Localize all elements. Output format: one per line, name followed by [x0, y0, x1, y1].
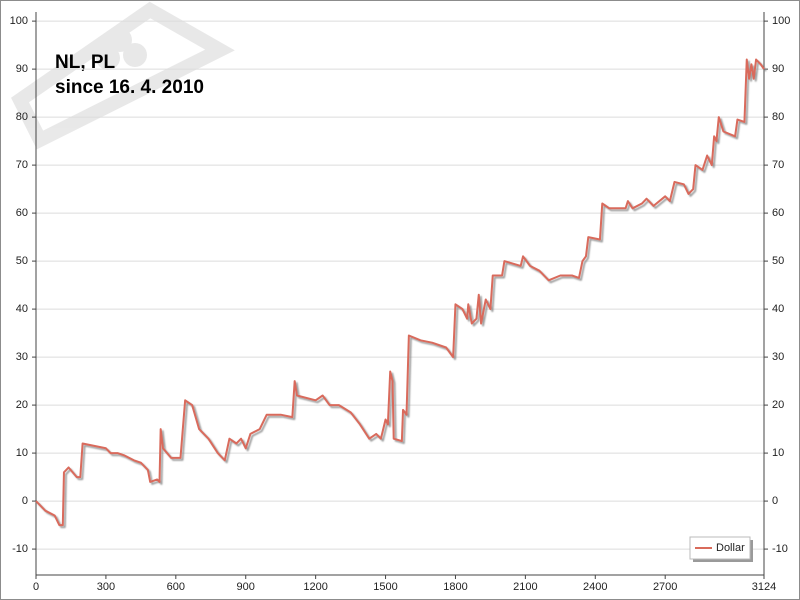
- y2-tick-label: 20: [772, 399, 784, 411]
- y2-tick-label: 10: [772, 447, 784, 459]
- x-tick-label: 1800: [443, 581, 467, 593]
- x-tick-label: 600: [167, 581, 185, 593]
- y-tick-label: 10: [16, 447, 28, 459]
- x-tick-label: 900: [237, 581, 255, 593]
- x-tick-label: 2400: [583, 581, 607, 593]
- y-tick-label: -10: [12, 543, 28, 555]
- chart-title: NL, PL: [55, 52, 116, 73]
- y2-tick-label: 100: [772, 15, 790, 27]
- x-tick-label: 0: [33, 581, 39, 593]
- y-tick-label: 20: [16, 399, 28, 411]
- y2-tick-label: 30: [772, 351, 784, 363]
- y-tick-label: 0: [22, 495, 28, 507]
- y2-tick-label: 0: [772, 495, 778, 507]
- y2-tick-label: 50: [772, 255, 784, 267]
- data-line: [35, 58, 765, 527]
- legend: Dollar: [689, 536, 753, 562]
- y2-tick-label: 80: [772, 111, 784, 123]
- y-tick-label: 40: [16, 303, 28, 315]
- x-tick-label: 2100: [513, 581, 537, 593]
- y2-tick-label: 90: [772, 63, 784, 75]
- chart-subtitle: since 16. 4. 2010: [55, 77, 204, 98]
- watermark: [11, 1, 235, 150]
- y-tick-label: 90: [16, 63, 28, 75]
- y-tick-label: 50: [16, 255, 28, 267]
- y-tick-label: 60: [16, 207, 28, 219]
- x-tick-label: 3124: [752, 581, 776, 593]
- y-tick-label: 30: [16, 351, 28, 363]
- y-tick-label: 80: [16, 111, 28, 123]
- legend-label: Dollar: [716, 542, 745, 554]
- legend-box: [689, 536, 751, 560]
- y2-tick-label: 60: [772, 207, 784, 219]
- y-tick-label: 70: [16, 159, 28, 171]
- x-tick-label: 1200: [303, 581, 327, 593]
- y2-tick-label: -10: [772, 543, 788, 555]
- y-tick-label: 100: [10, 15, 28, 27]
- x-tick-label: 1500: [373, 581, 397, 593]
- x-tick-label: 300: [97, 581, 115, 593]
- x-tick-label: 2700: [653, 581, 677, 593]
- y2-tick-label: 40: [772, 303, 784, 315]
- y2-tick-label: 70: [772, 159, 784, 171]
